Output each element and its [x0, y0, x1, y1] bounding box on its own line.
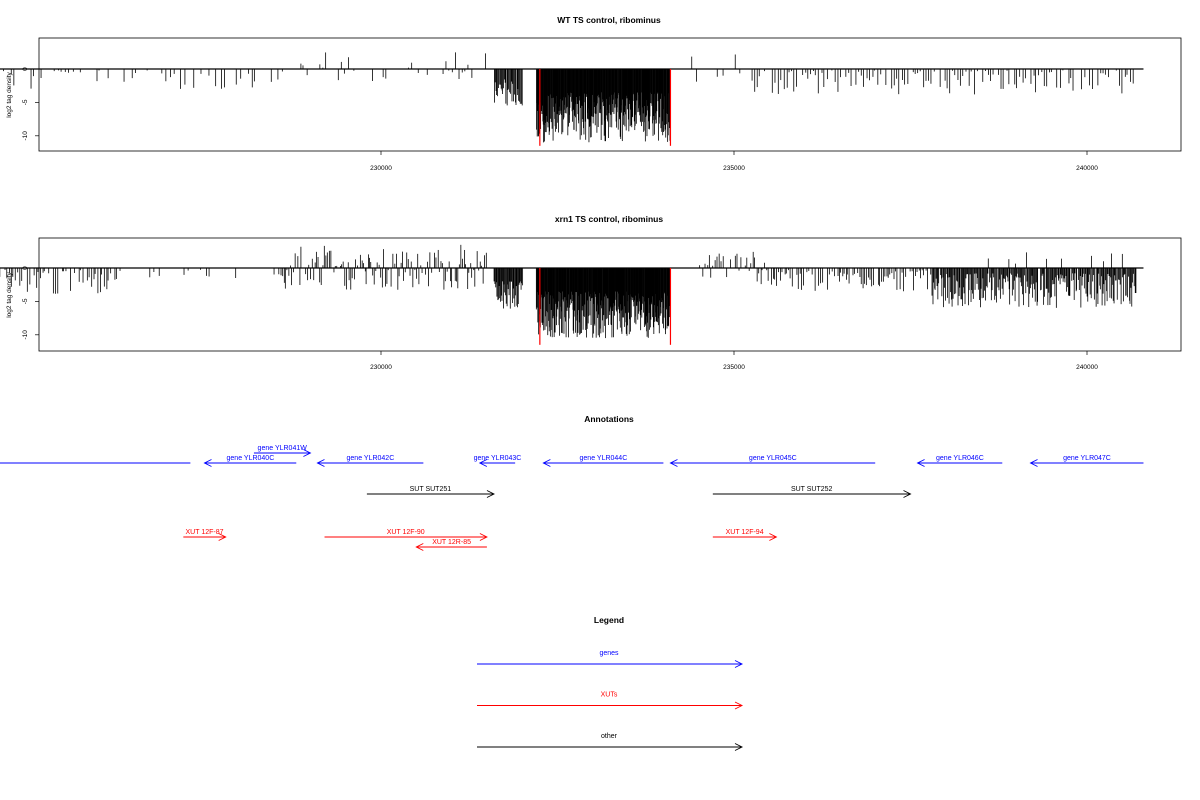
wt-bars: [0, 52, 1144, 146]
annotation-label: gene YLR045C: [749, 455, 797, 462]
annotation-arrow: [916, 459, 1003, 467]
wt-ytick-label: -10: [22, 131, 29, 141]
annotations-track: Annotations gene YLR039Cgene YLR040Cgene…: [0, 414, 1144, 551]
xrn1-xtick-label: 235000: [723, 364, 745, 371]
annotation-label: gene YLR040C: [227, 455, 275, 462]
annotation-label: XUT 12F-90: [387, 529, 425, 536]
xrn1-panel-title: xrn1 TS control, ribominus: [555, 214, 663, 224]
wt-plot-frame: [38, 37, 1182, 152]
annotation-arrow: [316, 459, 424, 467]
annotation-arrow: [712, 533, 778, 541]
annotation-label: gene YLR047C: [1063, 455, 1111, 462]
xrn1-x-ticks: 230000 235000 240000: [370, 351, 1098, 371]
wt-xtick-label: 240000: [1076, 165, 1098, 172]
xrn1-ytick-label: 0: [22, 266, 29, 270]
wt-xtick-label: 230000: [370, 165, 392, 172]
xrn1-bars: [0, 244, 1144, 345]
annotation-label: XUT 12F-94: [726, 529, 764, 536]
legend-arrow: [477, 701, 744, 710]
legend-label: XUTs: [601, 692, 618, 699]
annotation-label: XUT 12R-85: [432, 539, 471, 546]
annotation-arrow: [415, 543, 487, 551]
annotation-arrow: [366, 490, 495, 498]
xrn1-xtick-label: 240000: [1076, 364, 1098, 371]
xrn1-xtick-label: 230000: [370, 364, 392, 371]
annotation-arrow: [542, 459, 664, 467]
xrn1-plot-frame: [38, 237, 1182, 352]
annotation-label: SUT SUT252: [791, 486, 833, 493]
annotation-arrow: [478, 459, 516, 467]
wt-ytick-label: -5: [22, 99, 29, 105]
annotation-arrow: [253, 449, 312, 457]
annotation-arrow: [203, 459, 297, 467]
annotation-arrow: [324, 533, 488, 541]
annotation-label: gene YLR046C: [936, 455, 984, 462]
legend-label: other: [601, 733, 618, 740]
legend-label: genes: [599, 650, 619, 657]
annotation-arrow: [183, 533, 227, 541]
wt-x-ticks: 230000 235000 240000: [370, 151, 1098, 172]
annotation-arrow: [1029, 459, 1144, 467]
wt-xtick-label: 235000: [723, 165, 745, 172]
legend: Legend genes XUTs other: [477, 615, 744, 751]
legend-arrow: [477, 743, 744, 751]
legend-items: genes XUTs other: [477, 650, 744, 751]
annotation-arrow: [669, 459, 876, 467]
xrn1-density-panel: xrn1 TS control, ribominus log2 tag dens…: [0, 214, 1182, 371]
xrn1-ytick-label: -10: [22, 330, 29, 340]
xrn1-y-axis-label: log2 tag density: [6, 271, 13, 317]
annotation-label: XUT 12F-87: [186, 529, 224, 536]
xrn1-ytick-label: -5: [22, 298, 29, 304]
legend-arrow: [477, 660, 744, 668]
wt-density-panel: WT TS control, ribominus log2 tag densit…: [0, 15, 1182, 172]
annotation-arrow: [712, 490, 912, 498]
xrn1-y-ticks: 0 -5 -10: [22, 266, 39, 340]
annotation-label: gene YLR043C: [474, 455, 522, 462]
wt-panel-title: WT TS control, ribominus: [557, 15, 661, 25]
wt-ytick-label: 0: [22, 67, 29, 71]
wt-y-axis-label: log2 tag density: [6, 71, 13, 117]
annotation-label: SUT SUT251: [410, 486, 452, 493]
wt-y-ticks: 0 -5 -10: [22, 67, 39, 141]
legend-title: Legend: [594, 615, 624, 625]
annotation-label: gene YLR044C: [580, 455, 628, 462]
annotations-title: Annotations: [584, 414, 634, 424]
annotation-label: gene YLR041W: [258, 445, 308, 452]
annotation-arrow: [0, 462, 191, 464]
annotation-label: gene YLR042C: [347, 455, 395, 462]
